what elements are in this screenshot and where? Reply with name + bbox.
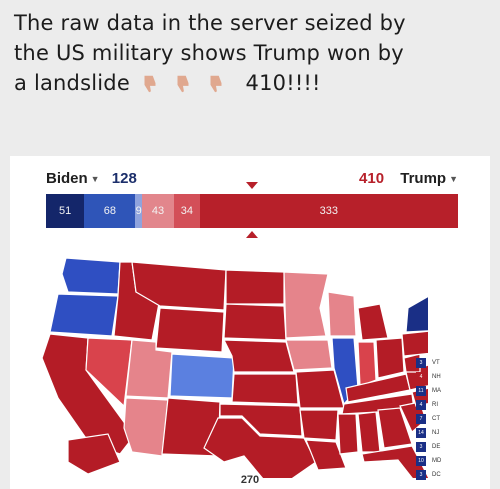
biden-label: Biden — [46, 170, 88, 187]
trump-tally[interactable]: 410 Trump ▼ — [359, 170, 458, 187]
headline-line-2: the US military shows Trump won by — [14, 41, 404, 65]
state-ms — [337, 413, 359, 455]
state-mt — [131, 261, 227, 311]
thumbs-down-icon — [210, 75, 222, 93]
state-oh — [375, 337, 405, 379]
state-sd — [223, 303, 287, 341]
legend-votes: 3 — [416, 358, 426, 368]
legend-item: 14 NJ — [416, 426, 441, 440]
state-ut — [125, 339, 173, 399]
legend-item: 4 NH — [416, 370, 441, 384]
state-ak — [67, 433, 121, 475]
bar-segment: 333 — [199, 194, 458, 228]
legend-votes: 7 — [416, 414, 426, 424]
legend-state-code: RI — [432, 402, 438, 408]
headline-line-3-prefix: a landslide — [14, 71, 130, 95]
state-al — [357, 411, 381, 453]
legend-state-code: VT — [432, 360, 440, 366]
thumbs-down-icon — [144, 75, 156, 93]
legend-votes: 11 — [416, 386, 426, 396]
state-nv — [85, 337, 133, 408]
caret-down-icon: ▼ — [90, 174, 100, 185]
bar-segment: 51 — [46, 194, 85, 228]
legend-item: 7 CT — [416, 412, 441, 426]
headline-line-1: The raw data in the server seized by — [14, 11, 406, 35]
trump-label: Trump — [400, 170, 447, 187]
us-electoral-map — [41, 257, 428, 478]
legend-state-code: DE — [432, 444, 441, 450]
state-tx — [203, 417, 317, 478]
state-nd — [225, 269, 285, 305]
state-fl — [361, 445, 428, 478]
state-wy — [155, 307, 225, 353]
legend-item: 3 DE — [416, 440, 441, 454]
electoral-map-screen: Biden ▼ 128 410 Trump ▼ 51 68 9 43 34 333 — [10, 156, 490, 489]
biden-tally[interactable]: Biden ▼ 128 — [46, 170, 137, 187]
legend-votes: 10 — [416, 456, 426, 466]
bar-segment: 9 — [135, 194, 142, 228]
state-co — [169, 353, 235, 399]
legend-item: 11 MA — [416, 384, 441, 398]
bar-segment: 43 — [141, 194, 175, 228]
state-ks — [231, 373, 299, 405]
state-mn — [283, 271, 329, 339]
state-pa — [401, 330, 428, 357]
state-or — [49, 293, 119, 337]
bar-segment: 34 — [174, 194, 200, 228]
legend-state-code: NJ — [432, 430, 440, 436]
win-threshold-label: 270 — [240, 474, 260, 486]
state-in — [357, 341, 377, 387]
state-wi — [327, 291, 357, 337]
headline: The raw data in the server seized by the… — [14, 8, 490, 98]
small-states-legend: 3 VT 4 NH 11 MA 4 RI 7 CT 14 NJ 3 DE 10 MD 3 DC — [416, 356, 441, 482]
legend-votes: 14 — [416, 428, 426, 438]
legend-state-code: MA — [432, 388, 441, 394]
legend-item: 10 MD — [416, 454, 441, 468]
legend-item: 4 RI — [416, 398, 441, 412]
state-wa — [61, 257, 121, 295]
electoral-vote-bar: 51 68 9 43 34 333 — [46, 194, 458, 228]
legend-state-code: DC — [432, 472, 441, 478]
legend-state-code: CT — [432, 416, 440, 422]
midpoint-marker-bottom — [246, 231, 258, 238]
state-ga — [377, 407, 413, 449]
trump-total: 410 — [359, 170, 385, 187]
legend-state-code: NH — [432, 374, 441, 380]
legend-votes: 3 — [416, 470, 426, 480]
legend-votes: 3 — [416, 442, 426, 452]
state-ne — [223, 339, 295, 373]
headline-line-3-suffix: 410!!!! — [245, 71, 321, 95]
thumbs-down-icon — [177, 75, 189, 93]
legend-item: 3 DC — [416, 468, 441, 482]
biden-total: 128 — [111, 170, 137, 187]
state-ny — [405, 295, 428, 333]
midpoint-marker-top — [246, 182, 258, 189]
bar-segment: 68 — [84, 194, 136, 228]
state-mi — [357, 303, 389, 341]
legend-votes: 4 — [416, 400, 426, 410]
headline-line-3: a landslide 410!!!! — [14, 68, 490, 98]
state-la — [305, 439, 347, 471]
legend-state-code: MD — [432, 458, 442, 464]
legend-votes: 4 — [416, 372, 426, 382]
caret-down-icon: ▼ — [449, 174, 458, 185]
state-ar — [299, 409, 339, 441]
legend-item: 3 VT — [416, 356, 441, 370]
state-az — [123, 397, 169, 457]
state-ia — [285, 339, 333, 371]
